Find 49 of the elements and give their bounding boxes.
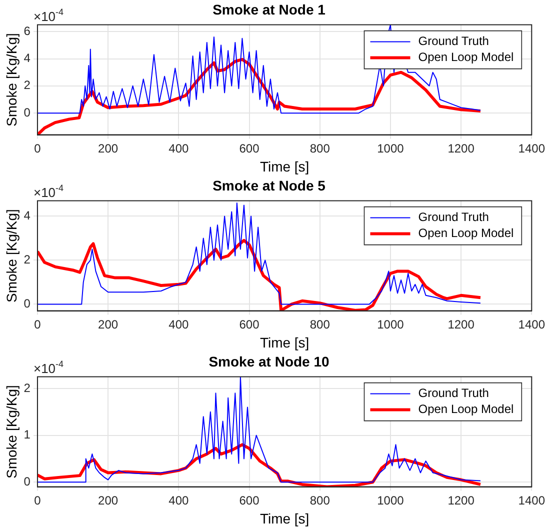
x-tick-label: 1400 xyxy=(518,493,546,508)
x-tick-label: 1200 xyxy=(448,317,475,332)
chart-title: Smoke at Node 10 xyxy=(208,353,330,370)
y-axis-title: Smoke [Kg/Kg] xyxy=(3,385,20,478)
x-tick-label: 600 xyxy=(239,493,260,508)
x-tick-label: 200 xyxy=(98,493,118,508)
x-tick-label: 600 xyxy=(239,141,260,156)
y-tick-label: 2 xyxy=(24,78,31,92)
x-tick-label: 0 xyxy=(34,141,42,156)
x-axis-title: Time [s] xyxy=(260,510,310,526)
x-tick-label: 800 xyxy=(310,141,330,156)
legend-label: Ground Truth xyxy=(418,386,489,400)
y-tick-label: 2 xyxy=(24,380,31,395)
y-axis-title: Smoke [Kg/Kg] xyxy=(3,209,20,302)
y-axis-title: Smoke [Kg/Kg] xyxy=(3,33,20,126)
legend-label: Ground Truth xyxy=(418,34,489,48)
legend-label: Open Loop Model xyxy=(418,226,514,240)
x-tick-label: 1200 xyxy=(448,493,475,508)
x-tick-label: 400 xyxy=(168,141,189,156)
y-tick-label: 0 xyxy=(24,105,31,120)
x-tick-label: 1400 xyxy=(518,141,546,156)
legend-label: Open Loop Model xyxy=(418,50,514,64)
x-tick-label: 1000 xyxy=(377,141,404,156)
x-tick-label: 400 xyxy=(168,493,189,508)
y-tick-label: 0 xyxy=(24,296,31,311)
chart-title: Smoke at Node 1 xyxy=(212,1,326,18)
x-tick-label: 1000 xyxy=(377,493,404,508)
x-tick-label: 1200 xyxy=(448,141,475,156)
y-tick-label: 0 xyxy=(24,474,31,488)
y-tick-label: 4 xyxy=(24,208,31,223)
legend-label: Ground Truth xyxy=(418,210,489,224)
x-tick-label: 1000 xyxy=(377,317,404,332)
x-tick-label: 1400 xyxy=(518,317,546,332)
chart-title: Smoke at Node 5 xyxy=(212,177,326,194)
x-tick-label: 400 xyxy=(168,317,189,332)
x-tick-label: 800 xyxy=(310,493,330,508)
x-tick-label: 0 xyxy=(34,493,42,508)
x-axis-title: Time [s] xyxy=(260,158,310,174)
x-axis-title: Time [s] xyxy=(260,334,310,350)
legend-label: Open Loop Model xyxy=(418,402,514,416)
x-tick-label: 200 xyxy=(98,317,118,332)
x-tick-label: 0 xyxy=(34,317,42,332)
y-tick-label: 1 xyxy=(24,428,31,442)
x-tick-label: 800 xyxy=(310,317,330,332)
y-tick-label: 2 xyxy=(24,252,31,267)
y-tick-label: 4 xyxy=(24,51,31,66)
x-tick-label: 200 xyxy=(98,141,118,156)
x-tick-label: 600 xyxy=(239,317,260,332)
y-tick-label: 6 xyxy=(24,24,31,38)
